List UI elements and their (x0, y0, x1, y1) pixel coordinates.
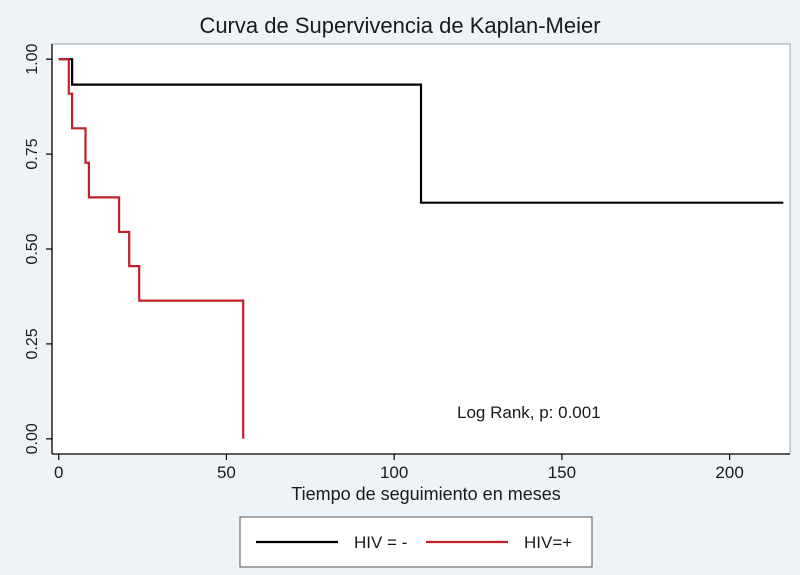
legend-label: HIV=+ (524, 533, 572, 552)
survival-curve-hiv-positive (58, 58, 245, 439)
legend: HIV = - HIV=+ (239, 516, 593, 568)
y-tick-label: 0.75 (24, 138, 41, 169)
legend-label: HIV = - (354, 533, 407, 552)
x-axis-title: Tiempo de seguimiento en meses (291, 484, 560, 504)
log-rank-annotation: Log Rank, p: 0.001 (457, 403, 601, 422)
x-tick-label: 0 (54, 463, 63, 482)
x-tick-label: 100 (380, 463, 408, 482)
chart-title: Curva de Supervivencia de Kaplan-Meier (199, 13, 600, 38)
y-tick-label: 0.25 (24, 328, 41, 359)
x-tick-label: 200 (715, 463, 743, 482)
y-axis-ticks: 0.00 0.25 0.50 0.75 1.00 (24, 44, 52, 454)
series-group (58, 58, 784, 439)
x-axis-ticks: 0 50 100 150 200 (54, 454, 744, 482)
y-tick-label: 0.00 (24, 423, 41, 454)
y-tick-label: 0.50 (24, 233, 41, 264)
y-tick-label: 1.00 (24, 44, 41, 75)
x-tick-label: 150 (548, 463, 576, 482)
x-tick-label: 50 (217, 463, 236, 482)
